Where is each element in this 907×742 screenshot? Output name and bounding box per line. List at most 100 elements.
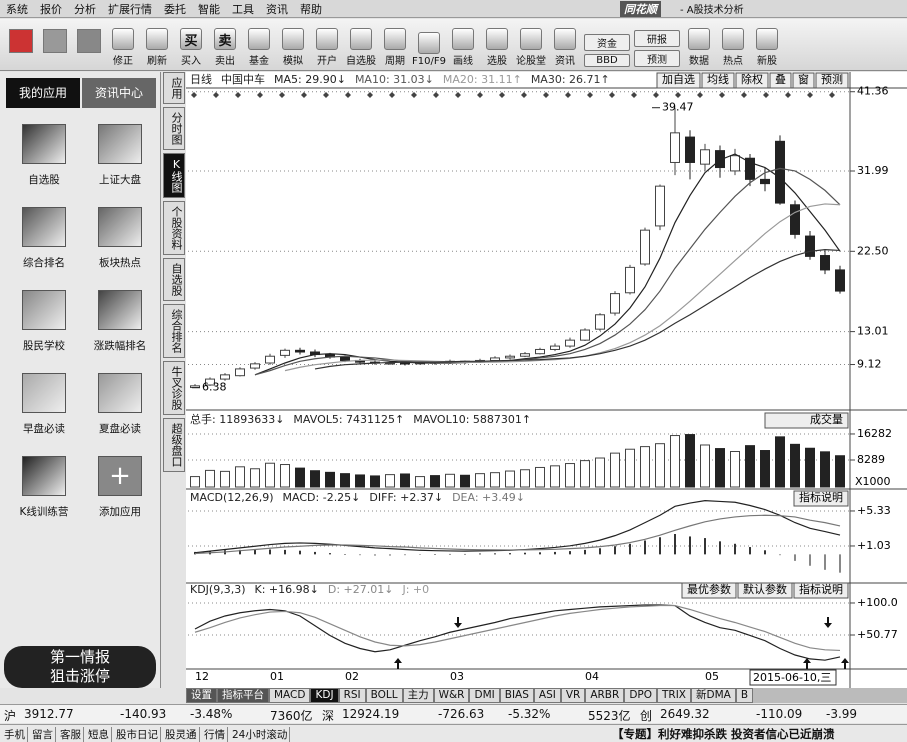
toolbar-button[interactable]: 新股 bbox=[752, 28, 782, 67]
toolbar-button[interactable]: 画线 bbox=[448, 28, 478, 67]
pane-button-box[interactable] bbox=[769, 72, 792, 89]
news-headline[interactable]: 【专题】利好难抑杀跌 投资者信心已近崩溃 bbox=[612, 727, 835, 741]
pane-header: 日线 bbox=[190, 72, 212, 86]
indicator-tab[interactable]: RSI bbox=[338, 688, 366, 703]
side-tab[interactable]: 自选股 bbox=[163, 258, 185, 301]
app-item[interactable]: 早盘必读 bbox=[8, 373, 80, 436]
toolbar-button[interactable]: 开户 bbox=[312, 28, 342, 67]
app-item[interactable]: 综合排名 bbox=[8, 207, 80, 270]
pane-button-box[interactable] bbox=[735, 72, 769, 89]
footer-link[interactable]: 股市日记 bbox=[114, 727, 161, 742]
bar bbox=[310, 470, 320, 488]
pane-button-box[interactable] bbox=[764, 412, 849, 429]
text-button[interactable]: 研报 bbox=[634, 30, 680, 47]
side-tab[interactable]: 分时图 bbox=[163, 107, 185, 150]
indicator-tab[interactable]: 新DMA bbox=[691, 688, 736, 703]
pane-button-box[interactable] bbox=[701, 72, 735, 89]
toolbar-button[interactable]: 周期 bbox=[380, 28, 410, 67]
banner[interactable]: 第一情报 狙击涨停 bbox=[4, 646, 156, 688]
indicator-tab[interactable]: 设置 bbox=[186, 688, 217, 703]
indicator-tab[interactable]: 主力 bbox=[402, 688, 434, 703]
panel-tab[interactable]: 我的应用 bbox=[6, 78, 80, 108]
indicator-tab[interactable]: DMI bbox=[469, 688, 500, 703]
footer-link[interactable]: 客服 bbox=[58, 727, 84, 742]
pane-button-box[interactable] bbox=[681, 582, 737, 599]
indicator-tab[interactable]: MACD bbox=[269, 688, 311, 703]
toolbar-button[interactable]: 自选股 bbox=[346, 28, 376, 67]
footer-link[interactable]: 短息 bbox=[86, 727, 112, 742]
toolbar-button[interactable]: 基金 bbox=[244, 28, 274, 67]
toolbar-button[interactable]: 资讯 bbox=[550, 28, 580, 67]
menu-item[interactable]: 资讯 bbox=[266, 2, 288, 16]
event-marker bbox=[785, 92, 791, 98]
menu-item[interactable]: 工具 bbox=[232, 2, 254, 16]
indicator-tab[interactable]: ASI bbox=[533, 688, 561, 703]
pane-button-box[interactable] bbox=[737, 582, 793, 599]
side-tab[interactable]: K线图 bbox=[163, 153, 185, 198]
panel-tab[interactable]: 资讯中心 bbox=[82, 78, 156, 108]
pane-button-box[interactable] bbox=[792, 72, 815, 89]
app-item[interactable]: K线训练营 bbox=[8, 456, 80, 519]
footer-link[interactable]: 留言 bbox=[30, 727, 56, 742]
app-item[interactable]: 上证大盘 bbox=[84, 124, 156, 187]
toolbar-button[interactable]: 模拟 bbox=[278, 28, 308, 67]
toolbar-button[interactable]: 卖卖出 bbox=[210, 28, 240, 67]
app-item[interactable]: + 添加应用 bbox=[84, 456, 156, 519]
pane-button-box[interactable] bbox=[656, 72, 701, 89]
side-tab[interactable]: 个股资料 bbox=[163, 201, 185, 255]
text-button[interactable]: 资金 bbox=[584, 34, 630, 51]
indicator-tab[interactable]: W&R bbox=[433, 688, 470, 703]
app-item[interactable]: 夏盘必读 bbox=[84, 373, 156, 436]
toolbar-button[interactable]: 论股堂 bbox=[516, 28, 546, 67]
toolbar-button[interactable]: 刷新 bbox=[142, 28, 172, 67]
toolbar-button[interactable]: 修正 bbox=[108, 28, 138, 67]
toolbar-button[interactable]: F10/F9 bbox=[412, 32, 446, 67]
indicator-tab[interactable]: B bbox=[735, 688, 754, 703]
indicator-tab[interactable]: KDJ bbox=[310, 688, 339, 703]
bar bbox=[475, 473, 485, 488]
menu-item[interactable]: 帮助 bbox=[300, 2, 322, 16]
side-tab[interactable]: 牛叉诊股 bbox=[163, 361, 185, 415]
indicator-tab[interactable]: TRIX bbox=[657, 688, 691, 703]
menu-item[interactable]: 扩展行情 bbox=[108, 2, 152, 16]
icon bbox=[520, 28, 542, 50]
footer-link[interactable]: 行情 bbox=[202, 727, 228, 742]
pane-button-box[interactable] bbox=[793, 490, 849, 507]
toolbar-button[interactable]: 买买入 bbox=[176, 28, 206, 67]
bar bbox=[190, 476, 200, 488]
bar bbox=[314, 551, 316, 555]
toolbar-button[interactable] bbox=[74, 29, 104, 67]
text-button[interactable]: 预测 bbox=[634, 50, 680, 67]
toolbar-button[interactable]: 热点 bbox=[718, 28, 748, 67]
menu-item[interactable]: 系统 bbox=[6, 2, 28, 16]
toolbar-button[interactable] bbox=[40, 29, 70, 67]
app-label: K线训练营 bbox=[19, 506, 69, 518]
legend-entry: MA10: 31.03↓ bbox=[355, 73, 434, 86]
footer-link[interactable]: 24小时滚动 bbox=[230, 727, 291, 742]
toolbar-button[interactable]: 数据 bbox=[684, 28, 714, 67]
side-tab[interactable]: 超级盘口 bbox=[163, 418, 185, 472]
footer-link[interactable]: 手机 bbox=[2, 727, 28, 742]
toolbar-button[interactable]: 选股 bbox=[482, 28, 512, 67]
menu-item[interactable]: 智能 bbox=[198, 2, 220, 16]
indicator-tab[interactable]: DPO bbox=[624, 688, 657, 703]
footer-link[interactable]: 股灵通 bbox=[163, 727, 200, 742]
side-tab[interactable]: 综合排名 bbox=[163, 304, 185, 358]
menu-item[interactable]: 委托 bbox=[164, 2, 186, 16]
app-item[interactable]: 股民学校 bbox=[8, 290, 80, 353]
pane-button-box[interactable] bbox=[793, 582, 849, 599]
side-tab[interactable]: 应用 bbox=[163, 72, 185, 104]
indicator-tab[interactable]: BIAS bbox=[499, 688, 534, 703]
app-item[interactable]: 自选股 bbox=[8, 124, 80, 187]
app-item[interactable]: 涨跌幅排名 bbox=[84, 290, 156, 353]
menu-item[interactable]: 报价 bbox=[40, 2, 62, 16]
pane-button-box[interactable] bbox=[815, 72, 849, 89]
menu-item[interactable]: 分析 bbox=[74, 2, 96, 16]
app-item[interactable]: 板块热点 bbox=[84, 207, 156, 270]
text-button[interactable]: BBD bbox=[584, 54, 630, 67]
indicator-tab[interactable]: BOLL bbox=[365, 688, 403, 703]
indicator-tab[interactable]: 指标平台 bbox=[217, 688, 269, 703]
toolbar-button[interactable] bbox=[6, 29, 36, 67]
indicator-tab[interactable]: ARBR bbox=[585, 688, 625, 703]
indicator-tab[interactable]: VR bbox=[560, 688, 586, 703]
